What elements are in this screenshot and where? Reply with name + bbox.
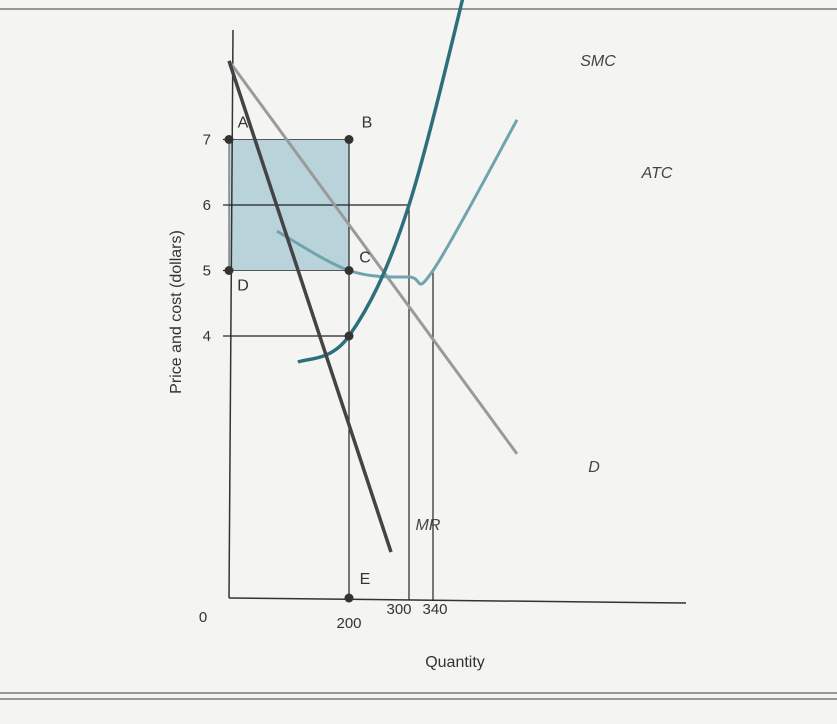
- point-label-d: D: [237, 278, 249, 295]
- y-axis: [228, 29, 234, 599]
- x-tick-label-300: 300: [386, 601, 411, 618]
- y-axis-title: Price and cost (dollars): [168, 230, 185, 394]
- x-axis-title: Quantity: [425, 654, 485, 671]
- guide-lines: [223, 138, 434, 601]
- x-tick-label-340: 340: [422, 601, 447, 618]
- y-tick-label-6: 6: [203, 197, 211, 214]
- y-tick-label-7: 7: [203, 132, 211, 149]
- point-markers: [224, 135, 354, 603]
- point-label-e: E: [360, 571, 371, 588]
- mr-smc-intersection-dot: [344, 331, 354, 341]
- y-tick-label-5: 5: [203, 263, 211, 280]
- point-label-c: C: [359, 250, 371, 267]
- curve-labels: D MR SMC ATC: [416, 53, 673, 534]
- point-b-dot: [344, 135, 354, 144]
- point-e-dot: [344, 593, 354, 603]
- atc-curve: [276, 119, 519, 286]
- y-tick-label-4: 4: [203, 328, 211, 345]
- y-tick-labels: 4 5 6 7: [203, 132, 211, 346]
- point-labels: A B C D E: [237, 115, 372, 589]
- point-label-b: B: [362, 115, 373, 132]
- x-axis: [228, 597, 687, 604]
- point-c-dot: [344, 266, 354, 275]
- demand-curve: [227, 60, 519, 455]
- point-label-a: A: [238, 115, 249, 132]
- point-a-dot: [224, 135, 234, 144]
- marginal-revenue-curve: [227, 60, 393, 553]
- x-tick-label-200: 200: [336, 615, 361, 632]
- curve-label-smc: SMC: [580, 53, 616, 70]
- origin-label: 0: [199, 609, 207, 626]
- point-d-dot: [224, 266, 234, 275]
- curve-label-atc: ATC: [641, 165, 673, 182]
- curve-label-d: D: [588, 459, 600, 476]
- smc-curve: [297, 0, 465, 364]
- curve-label-mr: MR: [416, 517, 441, 534]
- x-tick-labels: 200 300 340: [336, 601, 447, 632]
